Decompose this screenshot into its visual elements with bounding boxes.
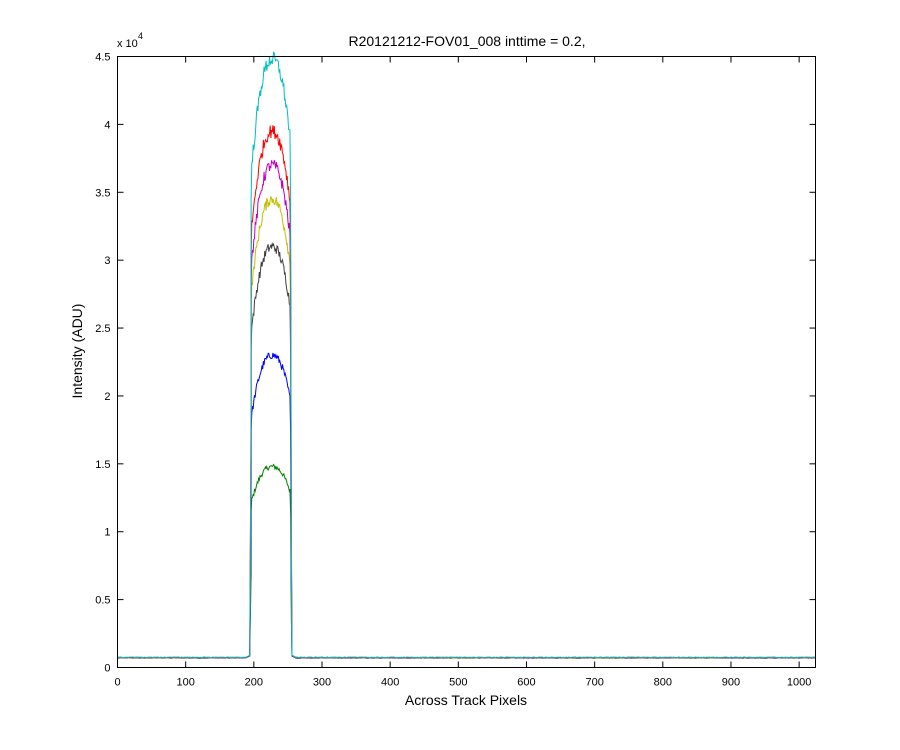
x-tick-label: 300: [313, 677, 331, 689]
y-tick-label: 0.5: [95, 595, 110, 607]
y-tick-label: 1: [104, 527, 110, 539]
x-tick-label: 500: [449, 677, 467, 689]
x-tick-label: 800: [654, 677, 672, 689]
series-line: [117, 159, 816, 659]
series-line: [117, 195, 816, 659]
series-line: [117, 463, 816, 659]
chart-title: R20121212-FOV01_008 inttime = 0.2,: [349, 33, 586, 49]
y-tick-label: 4.5: [95, 52, 110, 64]
y-tick-label: 3.5: [95, 187, 110, 199]
series-line: [117, 125, 816, 659]
y-tick-label: 2: [104, 391, 110, 403]
x-tick-label: 700: [585, 677, 603, 689]
series-line: [117, 241, 816, 659]
plot-area-border: [117, 56, 816, 668]
y-tick-label: 4: [104, 119, 110, 131]
series-layer: [117, 51, 816, 659]
x-axis-label: Across Track Pixels: [405, 692, 527, 708]
x-tick-label: 100: [176, 677, 194, 689]
x-tick-label: 1000: [787, 677, 811, 689]
y-tick-label: 3: [104, 255, 110, 267]
x-tick-label: 900: [722, 677, 740, 689]
y-tick-label: 2.5: [95, 323, 110, 335]
x-tick-label: 200: [245, 677, 263, 689]
y-tick-label: 1.5: [95, 459, 110, 471]
x-tick-label: 600: [517, 677, 535, 689]
y-axis-label: Intensity (ADU): [69, 304, 85, 399]
series-line: [117, 352, 816, 659]
y-multiplier-exponent: 4: [138, 31, 143, 41]
ticks-layer: 0 100 200 300 400 500 600 700 800 900 1000 0 0.5 1 1.5…: [95, 52, 816, 689]
x-tick-label: 400: [381, 677, 399, 689]
y-tick-label: 0: [104, 663, 110, 675]
series-line: [117, 51, 816, 659]
y-multiplier-label: x 10: [117, 38, 138, 50]
x-tick-label: 0: [114, 677, 120, 689]
